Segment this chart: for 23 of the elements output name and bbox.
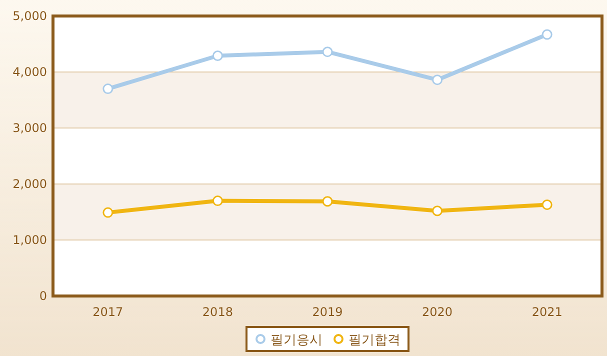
x-tick-label: 2018 [202, 305, 233, 319]
point [102, 207, 114, 218]
point [542, 199, 552, 210]
point [542, 29, 552, 40]
point [432, 206, 443, 216]
x-tick-label: 2019 [312, 305, 343, 319]
y-tick-label: 3,000 [12, 121, 47, 135]
point [432, 74, 443, 86]
y-tick-label: 0 [39, 289, 47, 303]
y-tick-label: 1,000 [12, 233, 47, 247]
x-tick-label: 2017 [92, 305, 124, 319]
y-tick-label: 2,000 [12, 177, 47, 191]
x-tick-label: 2021 [532, 305, 562, 319]
y-tick-label: 4,000 [12, 65, 47, 79]
legend-label: 필기합격 [348, 333, 400, 348]
legend-label: 필기응시 [270, 333, 322, 348]
point [322, 46, 333, 58]
point [212, 196, 223, 206]
x-tick-label: 2020 [422, 305, 453, 319]
y-tick-label: 5,000 [12, 9, 47, 23]
point [212, 50, 223, 62]
point [322, 196, 333, 207]
point [102, 84, 114, 94]
